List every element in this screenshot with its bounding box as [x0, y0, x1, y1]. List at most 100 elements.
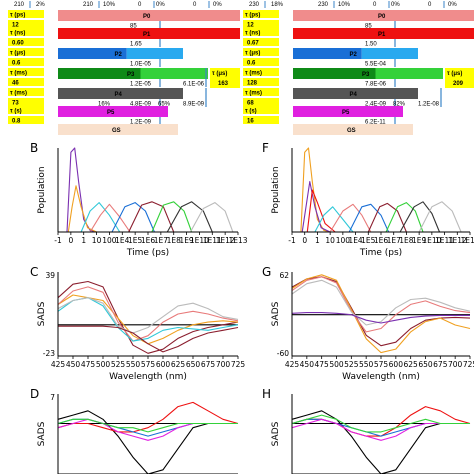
panel-label: H [262, 387, 271, 401]
tau-value-box [8, 98, 44, 106]
rate-label: 4.8E-09 [130, 102, 152, 108]
y-axis-label: SADS [271, 301, 281, 326]
series-line [111, 202, 155, 233]
pct-label-2: 65% [158, 102, 171, 108]
x-tick-label: 10 [325, 236, 335, 245]
state-label: P1 [378, 32, 386, 38]
state-bar-p0 [293, 10, 474, 21]
x-tick-label: -1 [54, 236, 62, 245]
x-tick-label: 725 [463, 360, 474, 369]
top-number: 10% [103, 2, 116, 8]
x-tick-label: 10 [92, 236, 102, 245]
top-number: 0% [448, 2, 457, 8]
top-number: 230 [318, 2, 329, 8]
tau-value: 0.60 [12, 41, 24, 47]
tau-extra-label: τ (μs) [212, 71, 227, 77]
tau-value: 12 [12, 23, 19, 29]
rate-label: 1.2E-05 [130, 82, 152, 88]
state-bar-gs [58, 124, 178, 135]
state-label: GS [112, 128, 121, 134]
tau-label: τ (μs) [10, 51, 25, 57]
tau-label-box [8, 68, 44, 76]
panel-label: F [262, 141, 269, 155]
x-tick-label: 1E5 [128, 236, 143, 245]
x-tick-label: 1E10 [190, 236, 209, 245]
state-bar-p0 [58, 10, 240, 21]
x-axis-label: Time (ps) [126, 248, 169, 258]
rate-label: 7.8E-06 [365, 82, 387, 88]
state-bar-p1 [58, 28, 240, 39]
y-axis-label: SADS [271, 421, 281, 446]
panel-label: D [30, 387, 39, 401]
x-tick-label: 475 [81, 360, 96, 369]
x-tick-label: 1E13 [460, 236, 474, 245]
state-bar-p2-b [126, 48, 183, 59]
state-label: P0 [143, 14, 151, 20]
x-tick-label: 1E6 [374, 236, 389, 245]
series-line [58, 325, 239, 353]
x-tick-label: 550 [126, 360, 141, 369]
x-tick-label: 425 [285, 360, 300, 369]
rate-label-2: 1.2E-08 [418, 102, 440, 108]
rate-label: 85 [365, 24, 372, 30]
panel-c: 425 450 475 500 525 550 575 600 625 650 675 700 725 3… [30, 265, 245, 382]
series-line [306, 189, 336, 233]
state-bar-p3 [58, 68, 141, 79]
x-tick-label: 525 [344, 360, 359, 369]
tau-value-box [243, 98, 279, 106]
top-number: 2% [36, 2, 45, 8]
tau-extra-value: 209 [453, 81, 464, 87]
top-number: 18% [271, 2, 284, 8]
series-line [128, 201, 175, 233]
state-bar-p1 [293, 28, 474, 39]
tau-value-box [243, 78, 279, 86]
top-number: 0 [193, 2, 197, 8]
x-tick-label: 700 [448, 360, 463, 369]
x-tick-label: 1E8 [167, 236, 182, 245]
tau-value: 16 [247, 119, 254, 125]
tau-value: 12 [247, 23, 254, 29]
state-bar-p5 [293, 106, 403, 117]
tau-value-box [8, 58, 44, 66]
tau-value: 73 [12, 101, 19, 107]
tau-value-box [243, 38, 279, 46]
x-tick-label: 550 [359, 360, 374, 369]
rate-label: 1.65 [130, 42, 142, 48]
series-line [291, 312, 470, 324]
series-line [385, 202, 424, 233]
series-line [57, 297, 239, 342]
rate-label: 85 [130, 24, 137, 30]
state-bar-p2-b [361, 48, 418, 59]
panel-h: SADS H [262, 387, 471, 474]
top-number: 0 [138, 2, 142, 8]
tau-label: τ (ns) [10, 31, 25, 37]
tau-value: 0.8 [12, 119, 21, 125]
tau-value-box [8, 38, 44, 46]
x-tick-label: 650 [186, 360, 201, 369]
state-label: P2 [350, 52, 358, 58]
x-tick-label: 450 [300, 360, 315, 369]
series-line [418, 201, 462, 233]
state-bar-p3-b [375, 68, 443, 79]
tau-value-box [243, 20, 279, 28]
panel-f: -1 0 1 10 1001E41E51E61E71E81E91E101E111E121… [262, 141, 474, 258]
x-tick-label: 1E12 [216, 236, 235, 245]
x-axis-label: Time (ps) [359, 248, 402, 258]
x-tick-label: 475 [315, 360, 330, 369]
x-tick-label: 1E9 [412, 236, 427, 245]
top-number: 0% [391, 2, 400, 8]
x-tick-label: 500 [96, 360, 111, 369]
rate-label-2: 8.9E-09 [183, 102, 205, 108]
tau-label-box [243, 68, 279, 76]
top-number: 10% [338, 2, 351, 8]
x-axis-label: Wavelength (nm) [109, 372, 187, 382]
series-line [291, 276, 471, 347]
series-line [329, 203, 372, 233]
x-tick-label: 1 [81, 236, 86, 245]
y-axis-label: SADS [37, 421, 47, 446]
x-tick-label: 725 [231, 360, 246, 369]
x-tick-label: 600 [156, 360, 171, 369]
tau-label-box [8, 28, 44, 36]
series-line [151, 201, 193, 233]
series-line [166, 201, 213, 233]
